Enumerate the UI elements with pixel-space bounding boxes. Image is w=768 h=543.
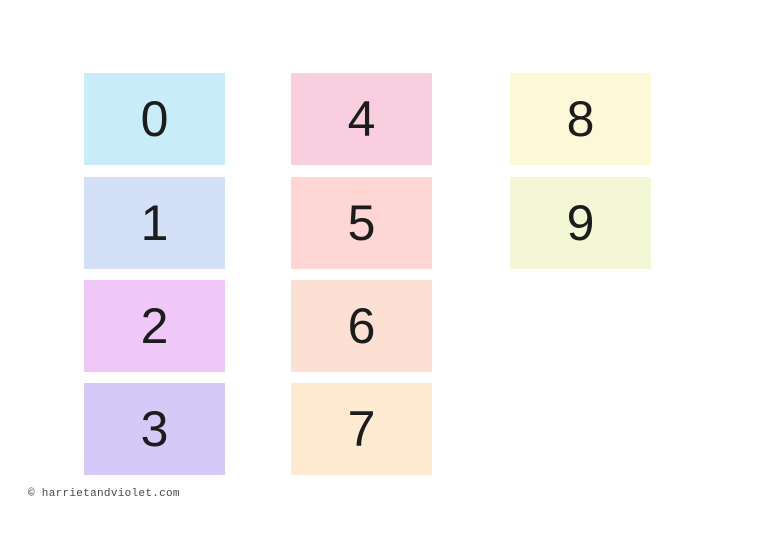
number-card: 8 — [510, 73, 651, 165]
number-card: 1 — [84, 177, 225, 269]
number-card: 0 — [84, 73, 225, 165]
number-card-label: 4 — [347, 91, 376, 147]
number-card-label: 0 — [140, 91, 169, 147]
number-card-label: 1 — [140, 195, 169, 251]
number-card-label: 5 — [347, 195, 376, 251]
number-card-label: 6 — [347, 298, 376, 354]
number-card: 7 — [291, 383, 432, 475]
number-card-label: 7 — [347, 401, 376, 457]
number-card-label: 8 — [566, 91, 595, 147]
number-card: 9 — [510, 177, 651, 269]
number-card: 6 — [291, 280, 432, 372]
number-card-label: 9 — [566, 195, 595, 251]
footer-copyright: © harrietandviolet.com — [28, 488, 180, 500]
number-card: 4 — [291, 73, 432, 165]
number-card: 2 — [84, 280, 225, 372]
number-card-label: 3 — [140, 401, 169, 457]
number-card-label: 2 — [140, 298, 169, 354]
number-card: 5 — [291, 177, 432, 269]
number-card: 3 — [84, 383, 225, 475]
